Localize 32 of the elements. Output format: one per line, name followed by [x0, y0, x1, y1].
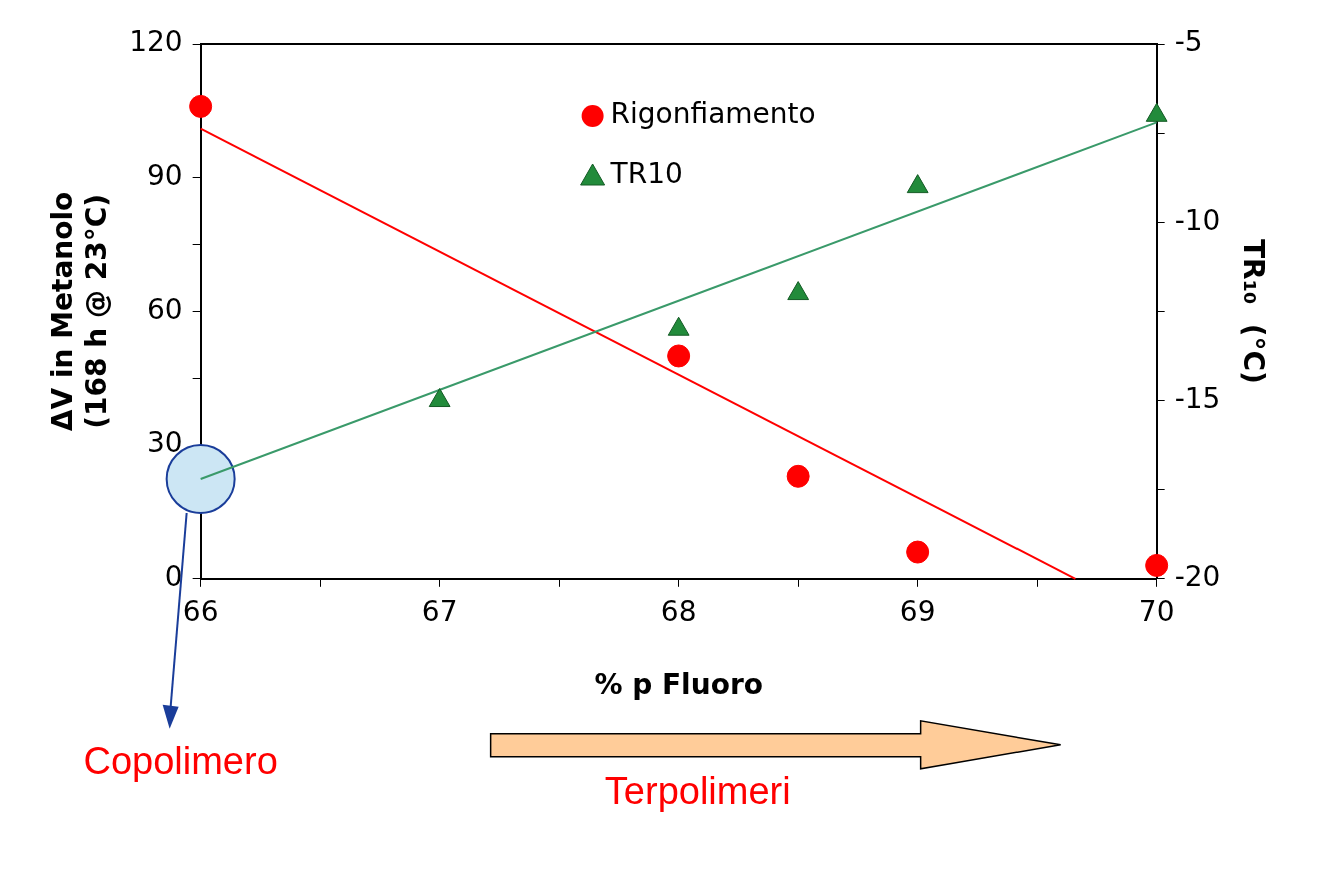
x-tick-label: 69 — [899, 594, 936, 628]
x-axis-title: % p Fluoro — [594, 668, 763, 702]
point — [906, 540, 930, 564]
point — [906, 174, 929, 194]
point — [428, 388, 451, 408]
x-tick-label: 70 — [1138, 594, 1175, 628]
legend-label: TR10 — [609, 157, 683, 191]
y2-tick-label: -10 — [1174, 203, 1221, 237]
text: (168 h @ 23°C) — [79, 194, 113, 429]
point — [667, 344, 691, 368]
text: ΔV in Metanolo — [46, 191, 80, 432]
y2-tick-label: -20 — [1174, 560, 1221, 594]
y2-axis-title: TR₁₀ (°C) — [1236, 238, 1270, 384]
y2-tick-label: -15 — [1174, 381, 1221, 415]
y-tick-label: 60 — [147, 292, 183, 326]
y2-tick-label: -5 — [1174, 25, 1203, 59]
x-tick-label: 67 — [421, 594, 458, 628]
point — [667, 316, 690, 336]
legend-label: Rigonfiamento — [610, 97, 816, 131]
y-tick-label: 30 — [147, 426, 183, 460]
x-tick-label: 66 — [182, 594, 219, 628]
point — [1145, 553, 1169, 577]
x-tick-label: 68 — [660, 594, 697, 628]
y-tick-label: 90 — [147, 158, 183, 192]
point — [786, 464, 810, 488]
text: Copolimero — [83, 739, 278, 782]
point — [189, 94, 213, 118]
point — [787, 281, 810, 301]
y-tick-label: 0 — [164, 560, 183, 594]
point — [1145, 102, 1168, 122]
text: Terpolimeri — [604, 769, 791, 812]
y-tick-label: 120 — [129, 25, 183, 59]
